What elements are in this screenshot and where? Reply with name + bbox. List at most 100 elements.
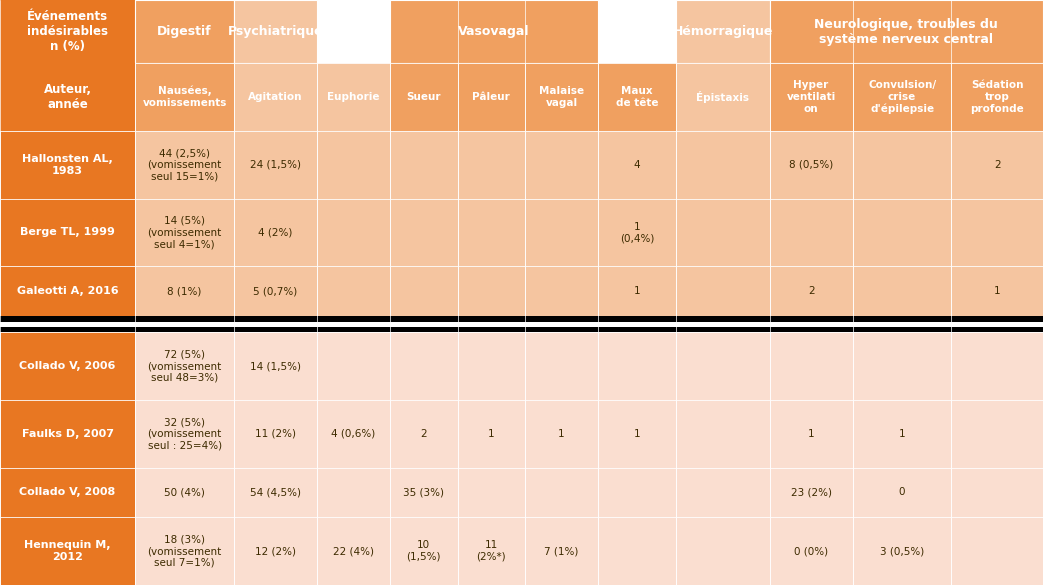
Text: Pâleur: Pâleur (472, 92, 510, 102)
Text: Épistaxis: Épistaxis (697, 91, 749, 103)
Text: 2: 2 (994, 160, 1000, 170)
Bar (770, 332, 853, 400)
Bar (317, 266, 390, 316)
Bar (0, 332, 136, 400)
Text: Vasovagal: Vasovagal (458, 25, 530, 38)
Bar (676, 0, 770, 63)
Text: 1: 1 (994, 286, 1000, 296)
Bar (525, 467, 598, 517)
Bar (0, 131, 136, 199)
Bar (234, 467, 317, 517)
Bar (234, 266, 317, 316)
Bar (234, 199, 317, 266)
Text: 24 (1,5%): 24 (1,5%) (250, 160, 301, 170)
Bar (136, 63, 234, 131)
Text: 72 (5%)
(vomissement
seul 48=3%): 72 (5%) (vomissement seul 48=3%) (147, 349, 222, 383)
Bar (458, 131, 525, 199)
Bar (234, 63, 317, 131)
Bar (136, 467, 234, 517)
Text: 44 (2,5%)
(vomissement
seul 15=1%): 44 (2,5%) (vomissement seul 15=1%) (147, 148, 222, 181)
Text: 7 (1%): 7 (1%) (544, 546, 579, 556)
Text: Sédation
trop
profonde: Sédation trop profonde (970, 81, 1024, 113)
Text: 35 (3%): 35 (3%) (404, 487, 444, 497)
Bar (317, 332, 390, 400)
Bar (390, 63, 458, 131)
Text: Sueur: Sueur (407, 92, 441, 102)
Bar (390, 400, 458, 467)
Bar (390, 266, 458, 316)
Text: Hémorragique: Hémorragique (673, 25, 773, 38)
Bar (770, 266, 853, 316)
Text: 4: 4 (633, 160, 640, 170)
Bar (853, 517, 951, 585)
Bar (598, 199, 676, 266)
Text: 1: 1 (558, 429, 565, 439)
Bar (951, 332, 1043, 400)
Text: 54 (4,5%): 54 (4,5%) (250, 487, 301, 497)
Bar (676, 467, 770, 517)
Text: 1: 1 (488, 429, 494, 439)
Bar (598, 517, 676, 585)
Text: 0 (0%): 0 (0%) (794, 546, 828, 556)
Text: Événements
indésirables
n (%): Événements indésirables n (%) (27, 10, 108, 53)
Bar (458, 199, 525, 266)
Bar (598, 266, 676, 316)
Bar (853, 131, 951, 199)
Bar (0, 266, 136, 316)
Bar (770, 0, 1043, 63)
Bar (458, 266, 525, 316)
Bar (676, 63, 770, 131)
Text: 1: 1 (807, 429, 815, 439)
Bar (525, 63, 598, 131)
Text: Agitation: Agitation (248, 92, 302, 102)
Bar (770, 199, 853, 266)
Bar (598, 467, 676, 517)
Text: 1: 1 (633, 429, 640, 439)
Text: 14 (1,5%): 14 (1,5%) (250, 361, 301, 371)
Text: 5 (0,7%): 5 (0,7%) (253, 286, 297, 296)
Bar (951, 400, 1043, 467)
Text: Galeotti A, 2016: Galeotti A, 2016 (17, 286, 119, 296)
Bar (951, 266, 1043, 316)
Text: 4 (0,6%): 4 (0,6%) (332, 429, 375, 439)
Bar (458, 400, 525, 467)
Text: 18 (3%)
(vomissement
seul 7=1%): 18 (3%) (vomissement seul 7=1%) (147, 535, 222, 568)
Bar (136, 199, 234, 266)
Bar (317, 199, 390, 266)
Bar (676, 400, 770, 467)
Bar (853, 63, 951, 131)
Bar (390, 467, 458, 517)
Bar (676, 199, 770, 266)
Bar (136, 131, 234, 199)
Bar (951, 199, 1043, 266)
Bar (0, 467, 136, 517)
Bar (0, 316, 1043, 332)
Bar (136, 400, 234, 467)
Bar (525, 266, 598, 316)
Bar (951, 63, 1043, 131)
Text: Digestif: Digestif (157, 25, 212, 38)
Bar (770, 467, 853, 517)
Bar (317, 400, 390, 467)
Bar (853, 266, 951, 316)
Bar (770, 131, 853, 199)
Bar (136, 266, 234, 316)
Text: 8 (0,5%): 8 (0,5%) (789, 160, 833, 170)
Text: 1: 1 (633, 286, 640, 296)
Bar (525, 131, 598, 199)
Bar (0, 400, 136, 467)
Bar (317, 467, 390, 517)
Text: 2: 2 (420, 429, 427, 439)
Text: Hallonsten AL,
1983: Hallonsten AL, 1983 (22, 154, 113, 176)
Bar (317, 517, 390, 585)
Text: Hennequin M,
2012: Hennequin M, 2012 (24, 541, 111, 562)
Bar (0, 63, 136, 131)
Text: 11
(2%*): 11 (2%*) (477, 541, 506, 562)
Bar (853, 199, 951, 266)
Text: 2: 2 (807, 286, 815, 296)
Bar (598, 400, 676, 467)
Bar (0, 0, 136, 131)
Bar (951, 467, 1043, 517)
Text: 22 (4%): 22 (4%) (333, 546, 374, 556)
Text: Neurologique, troubles du
système nerveux central: Neurologique, troubles du système nerveu… (815, 18, 998, 46)
